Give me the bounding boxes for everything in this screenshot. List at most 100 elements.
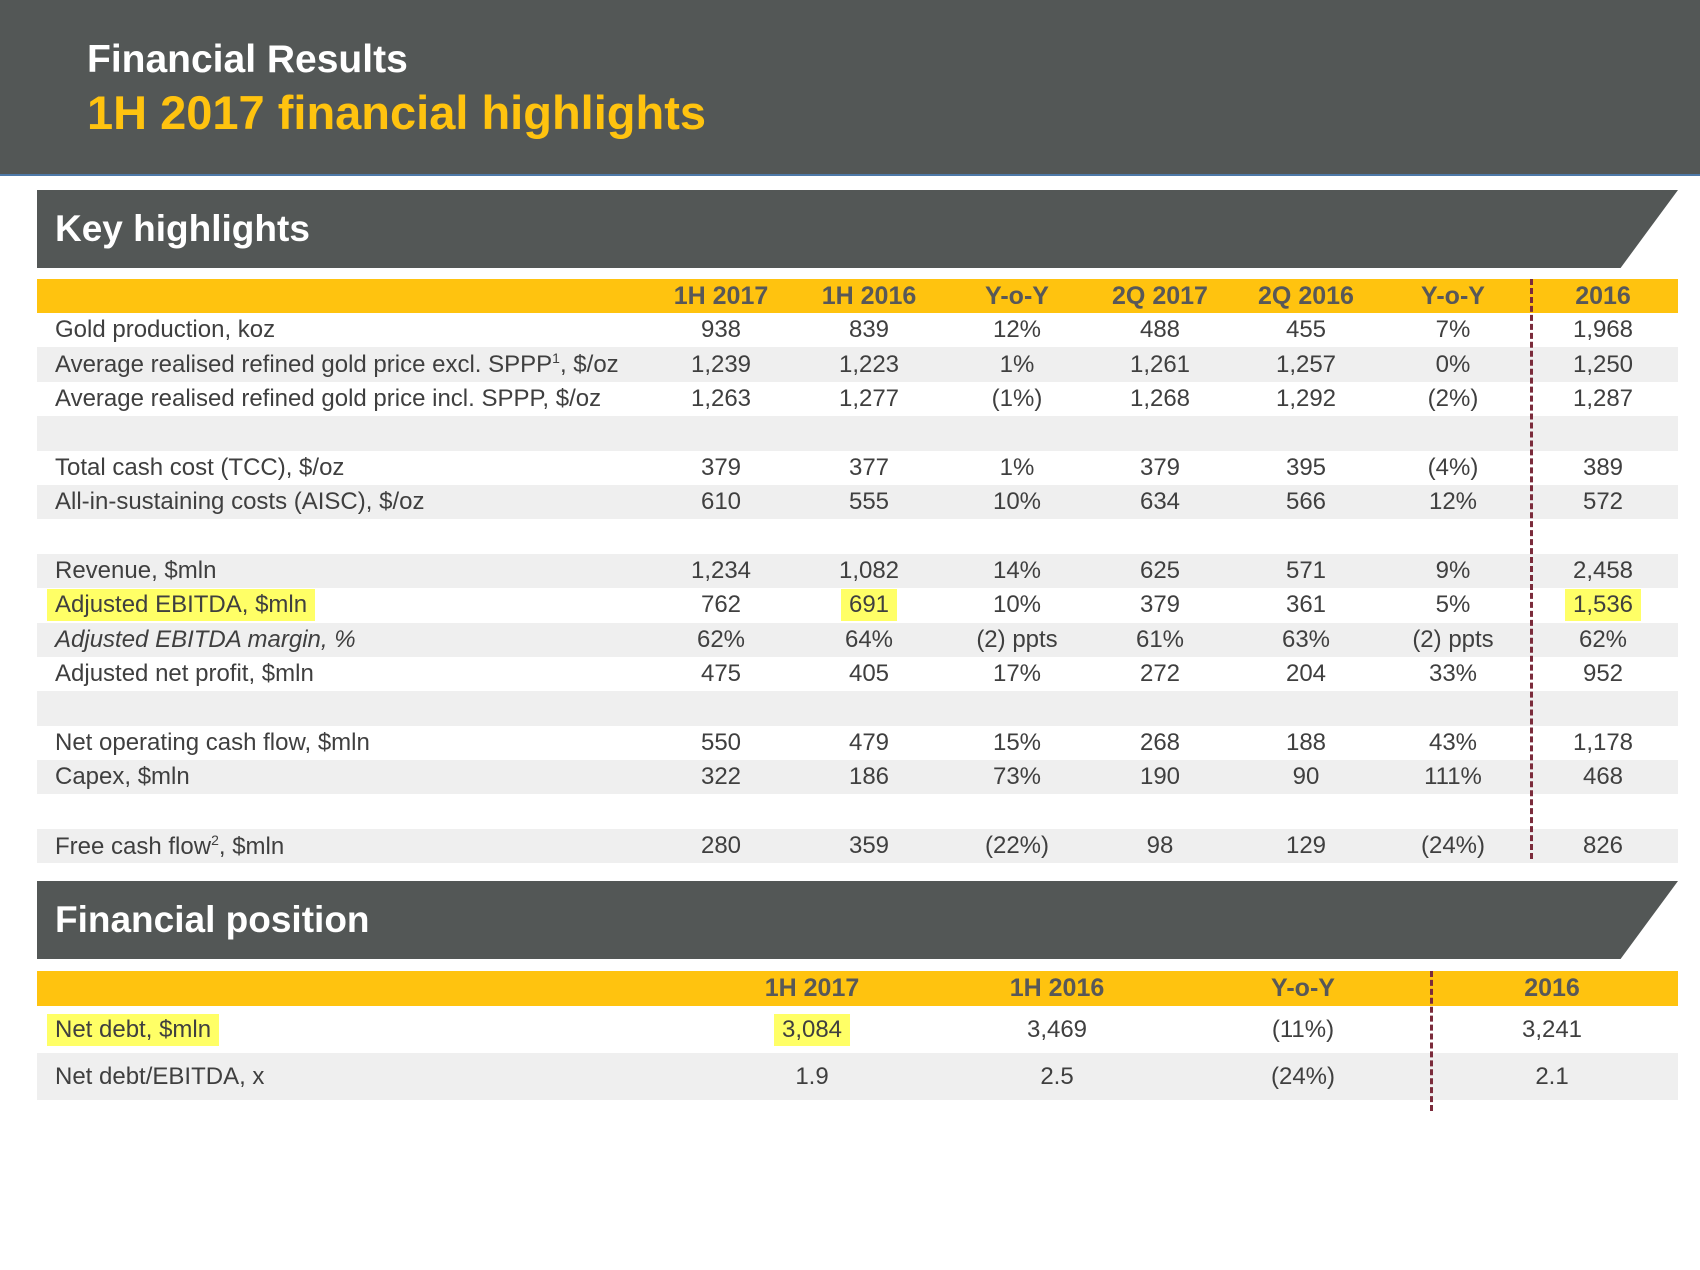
table-cell: 1,261 (1091, 347, 1229, 381)
cell-value: (24%) (1420, 832, 1486, 860)
cell-value: 475 (700, 660, 742, 688)
page-title: 1H 2017 financial highlights (87, 86, 706, 139)
row-label-text: Capex, $mln (55, 763, 190, 791)
cell-value: 762 (700, 591, 742, 619)
column-header-label: 2016 (1524, 974, 1580, 1002)
cell-value: 1,287 (1572, 384, 1634, 412)
cell-value: 2.1 (1535, 1062, 1569, 1090)
row-label-text: Gold production, koz (55, 316, 275, 344)
cell-value: 1,536 (1564, 589, 1642, 622)
column-header: 2Q 2017 (1091, 279, 1229, 313)
column-header: 1H 2017 (692, 971, 932, 1006)
table-cell: 2.5 (937, 1053, 1177, 1100)
table-row: Total cash cost (TCC), $/oz 379 377 1% 379 39… (37, 451, 1678, 485)
row-label: Net debt, $mln (37, 1006, 220, 1053)
table-cell: 479 (800, 726, 938, 760)
cell-value: 625 (1139, 556, 1181, 584)
table-row: Adjusted EBITDA, $mln 762 691 10% 379 361 5% 1,… (37, 588, 1678, 622)
row-label: Adjusted net profit, $mln (37, 657, 314, 691)
table-cell: 10% (948, 485, 1086, 519)
table-cell: 1,257 (1237, 347, 1375, 381)
table-cell: 389 (1540, 451, 1666, 485)
cell-value: 405 (848, 660, 890, 688)
table-row: All-in-sustaining costs (AISC), $/oz 610 5… (37, 484, 1678, 520)
row-label: All-in-sustaining costs (AISC), $/oz (37, 485, 424, 519)
table-cell: 1.9 (692, 1053, 932, 1100)
key-highlights-table: 1H 2017 1H 2016 Y-o-Y 2Q 2017 2Q 2016 Y-o-Y 20… (37, 279, 1678, 864)
table-cell: (2) ppts (1384, 623, 1522, 657)
cell-value: 9% (1435, 556, 1471, 584)
page-header: Financial Results 1H 2017 financial high… (0, 0, 1700, 176)
cell-value: 0% (1435, 350, 1471, 378)
column-divider (1530, 279, 1533, 859)
row-label-text: Adjusted net profit, $mln (55, 660, 314, 688)
cell-value: 361 (1285, 591, 1327, 619)
table-cell: 7% (1384, 313, 1522, 347)
cell-value: 1.9 (795, 1062, 829, 1090)
cell-value: 14% (992, 556, 1042, 584)
cell-value: 280 (700, 832, 742, 860)
table-cell: 322 (652, 760, 790, 794)
cell-value: 3,241 (1521, 1015, 1583, 1043)
cell-value: 33% (1428, 660, 1478, 688)
table-cell: 468 (1540, 760, 1666, 794)
table-cell: 98 (1091, 829, 1229, 863)
row-label: Revenue, $mln (37, 554, 216, 588)
table-cell: 475 (652, 657, 790, 691)
table-cell: 1,250 (1540, 347, 1666, 381)
table-cell: 10% (948, 588, 1086, 622)
financial-position-table: 1H 2017 1H 2016 Y-o-Y 2016 Net debt, $mln 3,0… (37, 971, 1678, 1111)
table-cell: 2,458 (1540, 554, 1666, 588)
cell-value: 10% (992, 591, 1042, 619)
cell-value: (1%) (991, 384, 1043, 412)
cell-value: 90 (1292, 763, 1320, 791)
table-cell: 33% (1384, 657, 1522, 691)
column-header-label: 1H 2017 (673, 281, 769, 310)
table-cell: (24%) (1384, 829, 1522, 863)
table-cell: 377 (800, 451, 938, 485)
table-cell: 379 (652, 451, 790, 485)
section-kicker: Financial Results (87, 38, 408, 81)
cell-value: 1,968 (1572, 316, 1634, 344)
column-header-label: 1H 2016 (821, 281, 917, 310)
cell-value: 826 (1582, 832, 1624, 860)
table-cell: 12% (1384, 485, 1522, 519)
row-label: Net operating cash flow, $mln (37, 726, 370, 760)
cell-value: 129 (1285, 832, 1327, 860)
row-label-text: Net debt/EBITDA, x (55, 1062, 265, 1090)
table-cell: 691 (800, 588, 938, 622)
table-cell: 3,469 (937, 1006, 1177, 1053)
cell-value: 111% (1424, 763, 1482, 791)
cell-value: 62% (696, 625, 746, 653)
table-cell: 61% (1091, 623, 1229, 657)
cell-value: 1,239 (690, 350, 752, 378)
cell-value: 839 (848, 316, 890, 344)
cell-value: 17% (992, 660, 1042, 688)
cell-value: 379 (1139, 591, 1181, 619)
cell-value: 1,263 (690, 384, 752, 412)
row-label-text: Average realised refined gold price excl… (55, 350, 619, 379)
column-header: 1H 2016 (800, 279, 938, 313)
row-label-text: Free cash flow2, $mln (55, 832, 284, 861)
spacer-row (37, 519, 1678, 553)
column-header-label: Y-o-Y (1421, 281, 1485, 310)
cell-value: (24%) (1270, 1062, 1336, 1090)
table-cell: 129 (1237, 829, 1375, 863)
row-label-text: Total cash cost (TCC), $/oz (55, 454, 344, 482)
table-cell: 64% (800, 623, 938, 657)
row-label-main: Free cash flow (55, 832, 212, 860)
column-header: 1H 2016 (937, 971, 1177, 1006)
table-cell: 405 (800, 657, 938, 691)
table-cell: 361 (1237, 588, 1375, 622)
footnote-marker: 1 (552, 350, 560, 367)
table-cell: 395 (1237, 451, 1375, 485)
cell-value: 566 (1285, 488, 1327, 516)
cell-value: (4%) (1427, 453, 1479, 481)
column-header: Y-o-Y (948, 279, 1086, 313)
table-row: Free cash flow2, $mln 280 359 (22%) 98 129 (24… (37, 828, 1678, 864)
table-cell: 550 (652, 726, 790, 760)
column-header: 2016 (1540, 279, 1666, 313)
cell-value: 488 (1139, 316, 1181, 344)
column-header: 2Q 2016 (1237, 279, 1375, 313)
cell-value: 62% (1578, 625, 1628, 653)
